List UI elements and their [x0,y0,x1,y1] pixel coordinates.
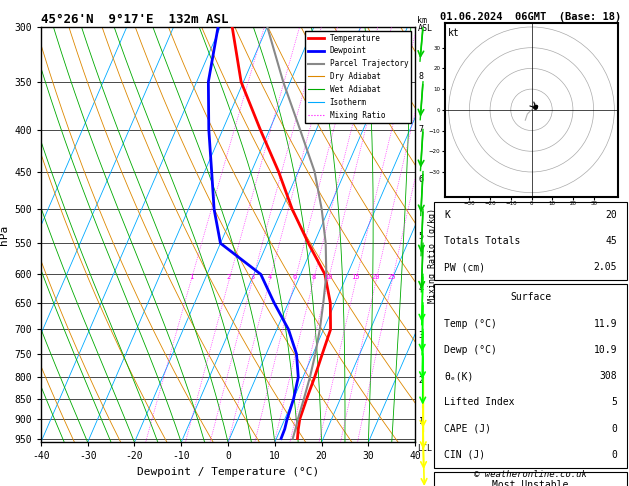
Text: 1: 1 [189,274,193,280]
Text: Surface: Surface [510,293,551,302]
Text: 45: 45 [606,236,617,246]
Text: kt: kt [448,28,460,38]
Text: 2.05: 2.05 [594,262,617,272]
Text: Dewp (°C): Dewp (°C) [444,345,497,355]
X-axis label: Dewpoint / Temperature (°C): Dewpoint / Temperature (°C) [137,467,319,477]
Text: 6: 6 [293,274,297,280]
Text: Temp (°C): Temp (°C) [444,319,497,329]
Text: 20: 20 [372,274,381,280]
Text: θₑ(K): θₑ(K) [444,371,473,381]
Text: LCL: LCL [418,444,433,453]
Text: 25: 25 [388,274,396,280]
Y-axis label: hPa: hPa [0,225,9,244]
Bar [434,472,627,486]
Text: K: K [444,210,450,220]
Text: 8: 8 [311,274,316,280]
Text: 8: 8 [419,72,424,81]
Text: Most Unstable: Most Unstable [493,480,569,486]
Text: CAPE (J): CAPE (J) [444,424,491,434]
Text: Lifted Index: Lifted Index [444,398,515,407]
Text: km: km [418,16,428,25]
Text: Totals Totals: Totals Totals [444,236,520,246]
Text: 1: 1 [419,417,424,426]
Text: 0: 0 [611,424,617,434]
Text: ASL: ASL [418,24,433,33]
Text: 2: 2 [227,274,231,280]
Text: © weatheronline.co.uk: © weatheronline.co.uk [474,469,587,479]
Text: 45°26'N  9°17'E  132m ASL: 45°26'N 9°17'E 132m ASL [41,13,228,26]
Text: 11.9: 11.9 [594,319,617,329]
Text: 3: 3 [250,274,255,280]
Bar [434,284,627,468]
Text: 308: 308 [599,371,617,381]
Text: 5: 5 [611,398,617,407]
Text: 0: 0 [611,450,617,460]
Text: CIN (J): CIN (J) [444,450,485,460]
Text: 3: 3 [419,331,424,340]
Text: 5: 5 [419,232,424,241]
Text: 20: 20 [606,210,617,220]
Text: PW (cm): PW (cm) [444,262,485,272]
Text: 4: 4 [419,284,424,294]
Text: 10.9: 10.9 [594,345,617,355]
Text: 4: 4 [267,274,272,280]
Text: 6: 6 [419,175,424,184]
Bar [434,202,627,280]
Text: Mixing Ratio (g/kg): Mixing Ratio (g/kg) [428,208,437,303]
Text: 10: 10 [324,274,333,280]
Legend: Temperature, Dewpoint, Parcel Trajectory, Dry Adiabat, Wet Adiabat, Isotherm, Mi: Temperature, Dewpoint, Parcel Trajectory… [305,31,411,122]
Text: 7: 7 [419,125,424,134]
Text: 15: 15 [352,274,360,280]
Text: 2: 2 [419,376,424,385]
Text: 01.06.2024  06GMT  (Base: 18): 01.06.2024 06GMT (Base: 18) [440,12,621,22]
